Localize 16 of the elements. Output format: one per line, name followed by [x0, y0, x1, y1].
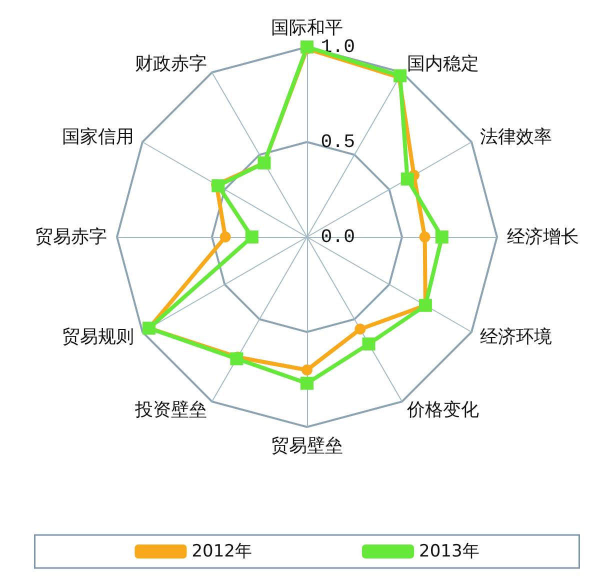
legend-label: 2013年	[419, 542, 480, 562]
spoke-label: 经济环境	[480, 326, 552, 348]
spoke-label: 贸易壁垒	[271, 436, 343, 456]
spoke-label: 国际和平	[271, 18, 343, 38]
spoke-label: 贸易规则	[62, 326, 134, 348]
y-tick-label: 0.0	[320, 226, 355, 248]
spoke-label: 国内稳定	[407, 53, 479, 74]
spoke-label: 贸易赤字	[35, 226, 107, 248]
y-tick-label: 0.5	[320, 131, 355, 153]
spoke-label: 法律效率	[480, 126, 552, 148]
spoke-label: 价格变化	[406, 400, 479, 421]
spoke-label: 投资壁垒	[134, 400, 207, 421]
spoke-label: 财政赤字	[135, 53, 207, 74]
spoke-label: 经济增长	[507, 226, 579, 248]
legend-label: 2012年	[192, 542, 252, 562]
spoke-label: 国家信用	[62, 126, 134, 148]
